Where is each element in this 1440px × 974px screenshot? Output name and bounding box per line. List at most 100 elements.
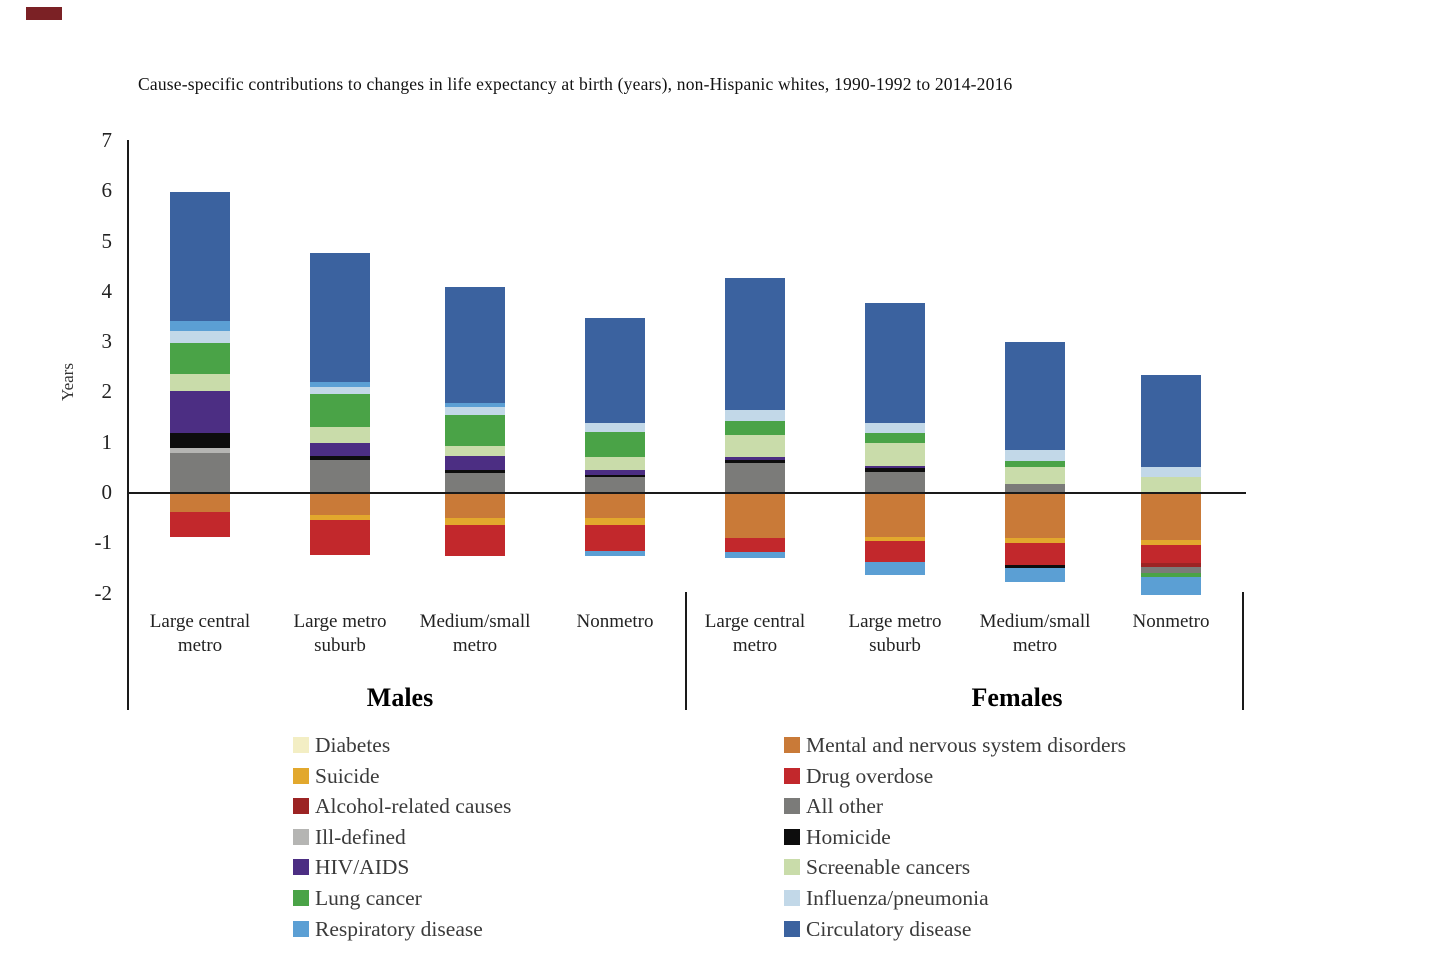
bar-segment-screenable bbox=[585, 456, 645, 471]
legend-swatch-suicide bbox=[293, 767, 309, 784]
bar-segment-suicide bbox=[310, 515, 370, 521]
bar-segment-influenza bbox=[865, 423, 925, 434]
bar-segment-hiv bbox=[585, 470, 645, 475]
bar-segment-all_other bbox=[170, 452, 230, 493]
y-tick-label: 2 bbox=[101, 379, 113, 404]
bar-segment-screenable bbox=[1005, 466, 1065, 484]
bar-segment-homicide bbox=[445, 469, 505, 473]
y-tick-label: 7 bbox=[101, 127, 113, 152]
bar-segment-hiv bbox=[310, 443, 370, 457]
bar-segment-lung bbox=[865, 433, 925, 444]
bar-segment-circulatory bbox=[1005, 341, 1065, 451]
zero-baseline bbox=[127, 492, 1246, 494]
group-divider-line bbox=[685, 592, 687, 710]
category-label: Large central metro bbox=[149, 611, 251, 656]
bar-segment-all_other bbox=[1141, 566, 1201, 573]
bar-segment-mental bbox=[1141, 493, 1201, 540]
bar-segment-influenza bbox=[310, 386, 370, 394]
bar-segment-overdose bbox=[445, 524, 505, 556]
bar-segment-respiratory bbox=[865, 561, 925, 576]
bar-segment-all_other bbox=[445, 472, 505, 493]
y-tick-label: 5 bbox=[101, 228, 113, 253]
bar-segment-influenza bbox=[1005, 450, 1065, 462]
bar-segment-influenza bbox=[725, 409, 785, 421]
bar-segment-overdose bbox=[310, 520, 370, 556]
bar-segment-respiratory bbox=[725, 551, 785, 558]
y-axis-line bbox=[127, 140, 129, 710]
legend-label-overdose: Drug overdose bbox=[806, 763, 934, 788]
legend-label-influenza: Influenza/pneumonia bbox=[806, 886, 989, 910]
bar-segment-screenable bbox=[170, 374, 230, 392]
bar-segment-overdose bbox=[1005, 543, 1065, 565]
bar-segment-homicide bbox=[585, 474, 645, 478]
bar-segment-screenable bbox=[1141, 477, 1201, 493]
bar-segment-screenable bbox=[445, 445, 505, 457]
legend-label-suicide: Suicide bbox=[315, 763, 380, 788]
bar-segment-overdose bbox=[865, 540, 925, 562]
legend-label-diabetes: Diabetes bbox=[315, 733, 391, 757]
bar-segment-overdose bbox=[725, 537, 785, 552]
bar-segment-homicide bbox=[865, 468, 925, 472]
y-tick-label: 4 bbox=[101, 278, 113, 303]
bar-segment-homicide bbox=[170, 432, 230, 448]
category-label: Medium/small metro bbox=[979, 611, 1091, 656]
legend-swatch-lung bbox=[293, 890, 309, 906]
legend-swatch-hiv bbox=[293, 859, 309, 876]
bar-segment-mental bbox=[585, 493, 645, 519]
chart-title: Cause-specific contributions to changes … bbox=[138, 74, 1013, 94]
legend-label-screenable: Screenable cancers bbox=[806, 855, 971, 880]
legend-swatch-alcohol bbox=[293, 798, 309, 815]
bar-segment-hiv bbox=[170, 391, 230, 433]
legend-label-respiratory: Respiratory disease bbox=[315, 916, 483, 941]
bar-segment-homicide bbox=[310, 456, 370, 460]
y-tick-label: 0 bbox=[101, 480, 113, 504]
category-label: Medium/small metro bbox=[419, 611, 531, 656]
bar-segment-overdose bbox=[1141, 545, 1201, 563]
bar-segment-lung bbox=[170, 342, 230, 375]
bar-segment-alcohol bbox=[1141, 562, 1201, 567]
bar-segment-circulatory bbox=[445, 286, 505, 404]
legend-label-alcohol: Alcohol-related causes bbox=[315, 794, 512, 819]
y-tick-label: 3 bbox=[101, 329, 113, 354]
page-corner-artifact bbox=[26, 7, 62, 20]
bar-segment-hiv bbox=[445, 456, 505, 470]
bar-segment-mental bbox=[1005, 493, 1065, 539]
bar-segment-lung bbox=[1141, 572, 1201, 577]
bar-segment-mental bbox=[310, 493, 370, 516]
bar-segment-hiv bbox=[725, 456, 785, 460]
bar-segment-lung bbox=[725, 420, 785, 435]
legend-swatch-mental bbox=[784, 737, 800, 753]
bar-segment-lung bbox=[310, 393, 370, 427]
legend-swatch-overdose bbox=[784, 767, 800, 784]
bar-segment-mental bbox=[725, 493, 785, 538]
bar-segment-lung bbox=[445, 415, 505, 446]
category-label: Nonmetro bbox=[576, 611, 654, 632]
bar-segment-circulatory bbox=[310, 253, 370, 382]
group-label-males: Males bbox=[366, 683, 434, 712]
bar-segment-mental bbox=[445, 493, 505, 519]
bar-segment-homicide bbox=[1005, 564, 1065, 569]
bar-segment-hiv bbox=[865, 466, 925, 469]
legend-swatch-ill_defined bbox=[293, 828, 309, 845]
category-label: Nonmetro bbox=[1132, 611, 1210, 632]
category-label: Large metro suburb bbox=[848, 611, 942, 656]
bar-segment-ill_defined bbox=[170, 447, 230, 453]
bar-segment-lung bbox=[585, 431, 645, 457]
bar-segment-homicide bbox=[725, 459, 785, 464]
bar-segment-respiratory bbox=[445, 403, 505, 408]
legend-label-mental: Mental and nervous system disorders bbox=[806, 733, 1127, 757]
bar-segment-suicide bbox=[445, 518, 505, 525]
group-label-females: Females bbox=[971, 683, 1063, 712]
bar-segment-respiratory bbox=[310, 381, 370, 387]
bar-segment-screenable bbox=[310, 426, 370, 444]
bar-segment-circulatory bbox=[865, 302, 925, 424]
legend-swatch-all_other bbox=[784, 798, 800, 815]
bar-segment-all_other bbox=[865, 471, 925, 493]
y-tick-label: 6 bbox=[101, 178, 113, 203]
bar-segment-overdose bbox=[585, 524, 645, 552]
bar-segment-overdose bbox=[170, 512, 230, 537]
bar-segment-suicide bbox=[1005, 538, 1065, 544]
bar-segment-all_other bbox=[725, 463, 785, 493]
bar-segment-all_other bbox=[310, 459, 370, 493]
